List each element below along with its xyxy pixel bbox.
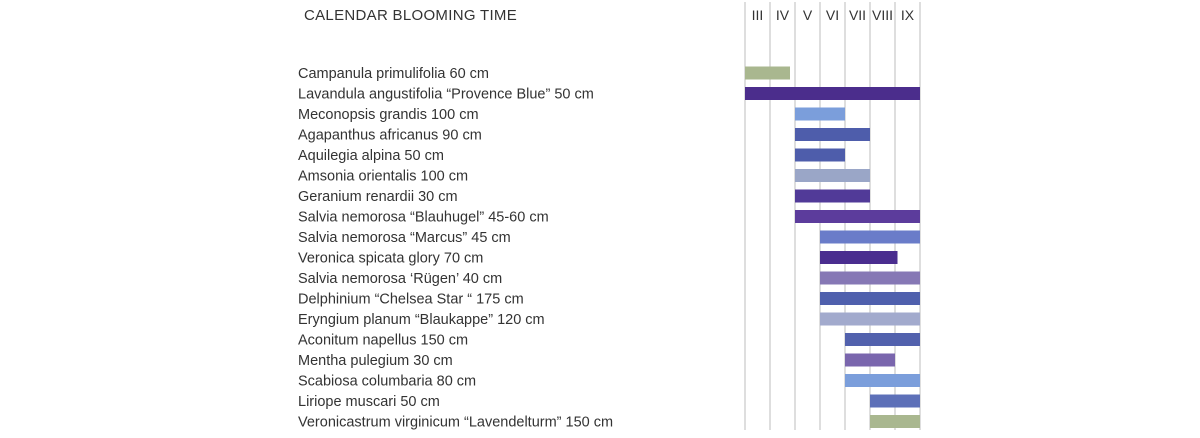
plant-label: Salvia nemorosa “Blauhugel” 45-60 cm [298,210,549,226]
bloom-bar [845,374,920,387]
bloom-bar [745,87,920,100]
plant-label: Delphinium “Chelsea Star “ 175 cm [298,292,524,308]
chart-title: CALENDAR BLOOMING TIME [304,7,517,24]
bloom-bar [795,148,845,162]
month-axis: III IV V VI VII VIII IX [752,7,915,23]
bloom-bar [795,169,870,182]
bloom-bar [820,312,920,326]
plant-label: Amsonia orientalis 100 cm [298,169,468,185]
bloom-bar [820,271,920,285]
plant-label: Veronica spicata glory 70 cm [298,251,483,267]
plant-label: Salvia nemorosa “Marcus” 45 cm [298,230,511,246]
plant-label: Aconitum napellus 150 cm [298,333,468,349]
bloom-bars [745,66,920,428]
month-label: IX [901,7,915,23]
plant-label: Eryngium planum “Blaukappe” 120 cm [298,312,545,328]
bloom-bar [795,107,845,121]
month-label: V [803,7,813,23]
plant-label: Veronicastrum virginicum “Lavendelturm” … [298,415,613,431]
bloom-bar [820,230,920,244]
bloom-bar [795,189,870,203]
bloom-bar [820,292,920,305]
month-label: VII [849,7,866,23]
plant-label: Mentha pulegium 30 cm [298,353,453,369]
month-label: IV [776,7,790,23]
plant-label: Meconopsis grandis 100 cm [298,107,479,123]
plant-label: Agapanthus africanus 90 cm [298,128,482,144]
bloom-bar [845,353,895,367]
bloom-bar [820,251,898,264]
month-label: III [752,7,764,23]
plant-label: Salvia nemorosa ‘Rügen’ 40 cm [298,271,502,287]
plant-label: Lavandula angustifolia “Provence Blue” 5… [298,87,594,103]
bloom-bar [845,333,920,346]
bloom-bar [870,415,920,428]
month-label: VIII [872,7,893,23]
plant-label: Geranium renardii 30 cm [298,189,458,205]
plant-label: Aquilegia alpina 50 cm [298,148,444,164]
bloom-bar [745,66,790,80]
month-label: VI [826,7,839,23]
bloom-bar [870,394,920,408]
plant-label: Campanula primulifolia 60 cm [298,66,489,82]
plant-label: Scabiosa columbaria 80 cm [298,374,476,390]
plant-label: Liriope muscari 50 cm [298,394,440,410]
plant-labels: Campanula primulifolia 60 cm Lavandula an… [298,66,613,431]
bloom-bar [795,210,920,223]
bloom-bar [795,128,870,141]
